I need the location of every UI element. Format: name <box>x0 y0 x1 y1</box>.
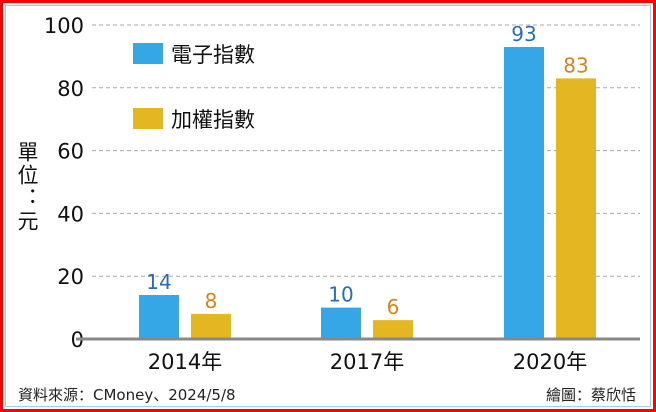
y-tick-label: 40 <box>57 202 84 226</box>
x-tick-label: 2017年 <box>330 350 404 374</box>
bar-taiex <box>556 78 596 339</box>
bar-electronics <box>504 46 544 339</box>
legend-label: 加權指數 <box>171 108 255 132</box>
bar-electronics <box>139 295 179 339</box>
legend-swatch <box>133 108 163 129</box>
bar-taiex <box>373 320 413 339</box>
y-tick-label: 100 <box>44 14 84 38</box>
data-label: 6 <box>387 295 400 319</box>
y-axis-label: 單位：元 <box>15 141 39 233</box>
data-label: 8 <box>205 289 218 313</box>
data-label: 93 <box>511 22 536 46</box>
source-note: 資料來源：CMoney、2024/5/8 <box>18 386 236 404</box>
y-tick-label: 60 <box>57 140 84 164</box>
data-label: 14 <box>146 270 171 294</box>
data-label: 83 <box>563 53 588 77</box>
y-tick-label: 20 <box>57 265 84 289</box>
legend-label: 電子指數 <box>171 43 255 67</box>
credit-note: 繪圖：蔡欣恬 <box>546 386 636 404</box>
bar-taiex <box>191 313 231 339</box>
legend-swatch <box>133 43 163 64</box>
x-tick-label: 2020年 <box>513 350 587 374</box>
x-tick-label: 2014年 <box>148 350 222 374</box>
chart-inner-border <box>5 5 651 407</box>
y-tick-label: 80 <box>57 77 84 101</box>
data-label: 10 <box>328 283 353 307</box>
bar-electronics <box>321 307 361 339</box>
